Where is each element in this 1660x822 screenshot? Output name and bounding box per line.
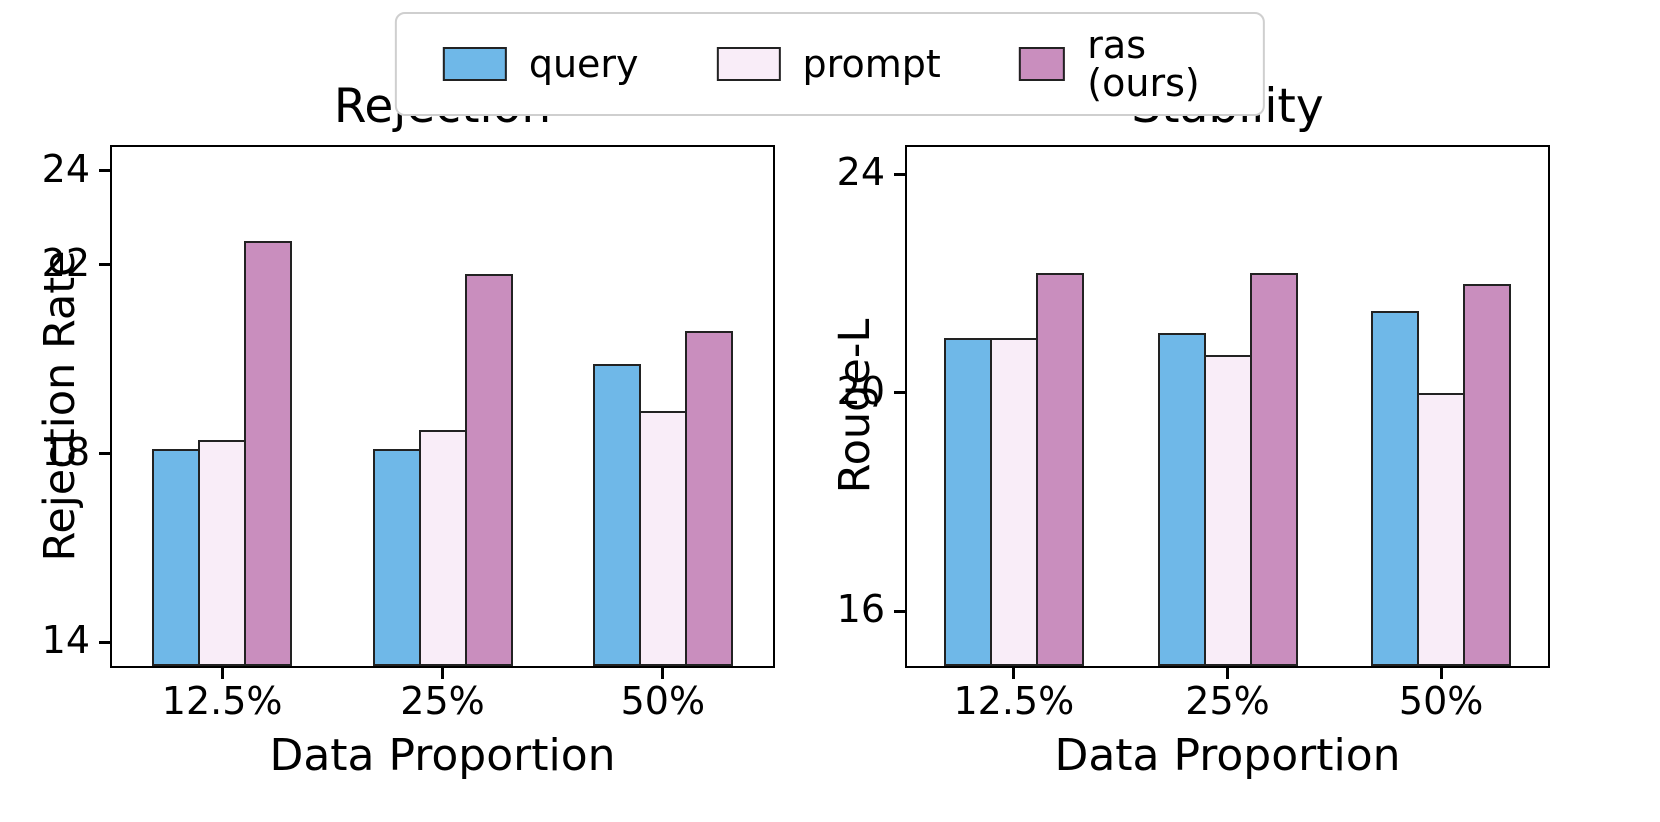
bar-group [1371,283,1512,666]
bar-prompt [638,411,687,666]
bar-query [943,338,992,666]
bar-prompt [1417,392,1466,666]
y-tick-mark [894,172,905,176]
plot-area-stability [905,145,1550,668]
x-tick-mark [1439,668,1443,679]
bar-group [152,241,293,666]
y-axis-label-rejection: Rejection Rate [35,250,85,562]
bar-query [592,364,641,666]
x-axis-label-stability: Data Proportion [1054,730,1401,781]
y-tick-mark [99,169,110,173]
x-axis-label-rejection: Data Proportion [269,730,616,781]
legend-item-prompt: prompt [716,42,941,86]
y-tick-mark [99,263,110,267]
legend-swatch-prompt [716,47,781,81]
stability-chart: Stability Rouge-L Data Proportion 162024… [815,81,1615,815]
bar-query [372,448,421,666]
bar-prompt [198,439,247,666]
y-tick-label: 14 [41,618,90,663]
y-tick-mark [894,391,905,395]
bar-prompt [1203,354,1252,666]
bar-query [1157,332,1206,666]
x-tick-label: 12.5% [953,679,1075,723]
x-tick-label: 25% [1185,679,1270,723]
bar-group [943,272,1084,666]
bar-ras [1249,272,1298,666]
legend-item-query: query [442,42,639,86]
bar-group [1157,272,1298,666]
x-tick-mark [1226,668,1229,679]
legend-label-ras: ras (ours) [1087,23,1200,105]
legend-swatch-ras [1018,47,1066,81]
bar-ras [1035,272,1084,666]
x-tick-label: 50% [620,679,706,723]
rejection-chart: Rejection Rejection Rate Data Proportion… [20,81,820,815]
bar-ras [464,274,513,666]
bar-ras [244,241,293,666]
y-tick-label: 20 [836,368,885,413]
bar-group [372,274,513,666]
plot-area-rejection [110,145,775,668]
x-tick-label: 12.5% [161,679,283,723]
x-tick-mark [220,668,224,679]
y-tick-label: 24 [836,150,885,195]
x-tick-mark [441,668,444,679]
x-tick-mark [1012,668,1016,679]
y-tick-label: 22 [41,240,90,285]
legend-item-ras: ras (ours) [1018,23,1217,105]
legend: query prompt ras (ours) [394,12,1266,116]
x-tick-label: 25% [400,679,485,723]
bar-ras [1463,283,1512,666]
y-tick-label: 16 [836,587,885,632]
y-tick-label: 24 [41,146,90,191]
bar-prompt [989,338,1038,666]
x-tick-mark [661,668,665,679]
bar-query [152,448,201,666]
legend-label-query: query [528,42,639,86]
bar-query [1371,310,1420,666]
legend-swatch-query [442,47,507,81]
y-tick-mark [99,452,110,456]
y-tick-label: 18 [41,429,90,474]
bar-group [592,331,733,666]
bar-ras [684,331,733,666]
y-tick-mark [99,640,110,644]
legend-label-prompt: prompt [802,42,941,86]
bar-prompt [418,430,467,666]
x-tick-label: 50% [1398,679,1484,723]
y-tick-mark [894,609,905,613]
